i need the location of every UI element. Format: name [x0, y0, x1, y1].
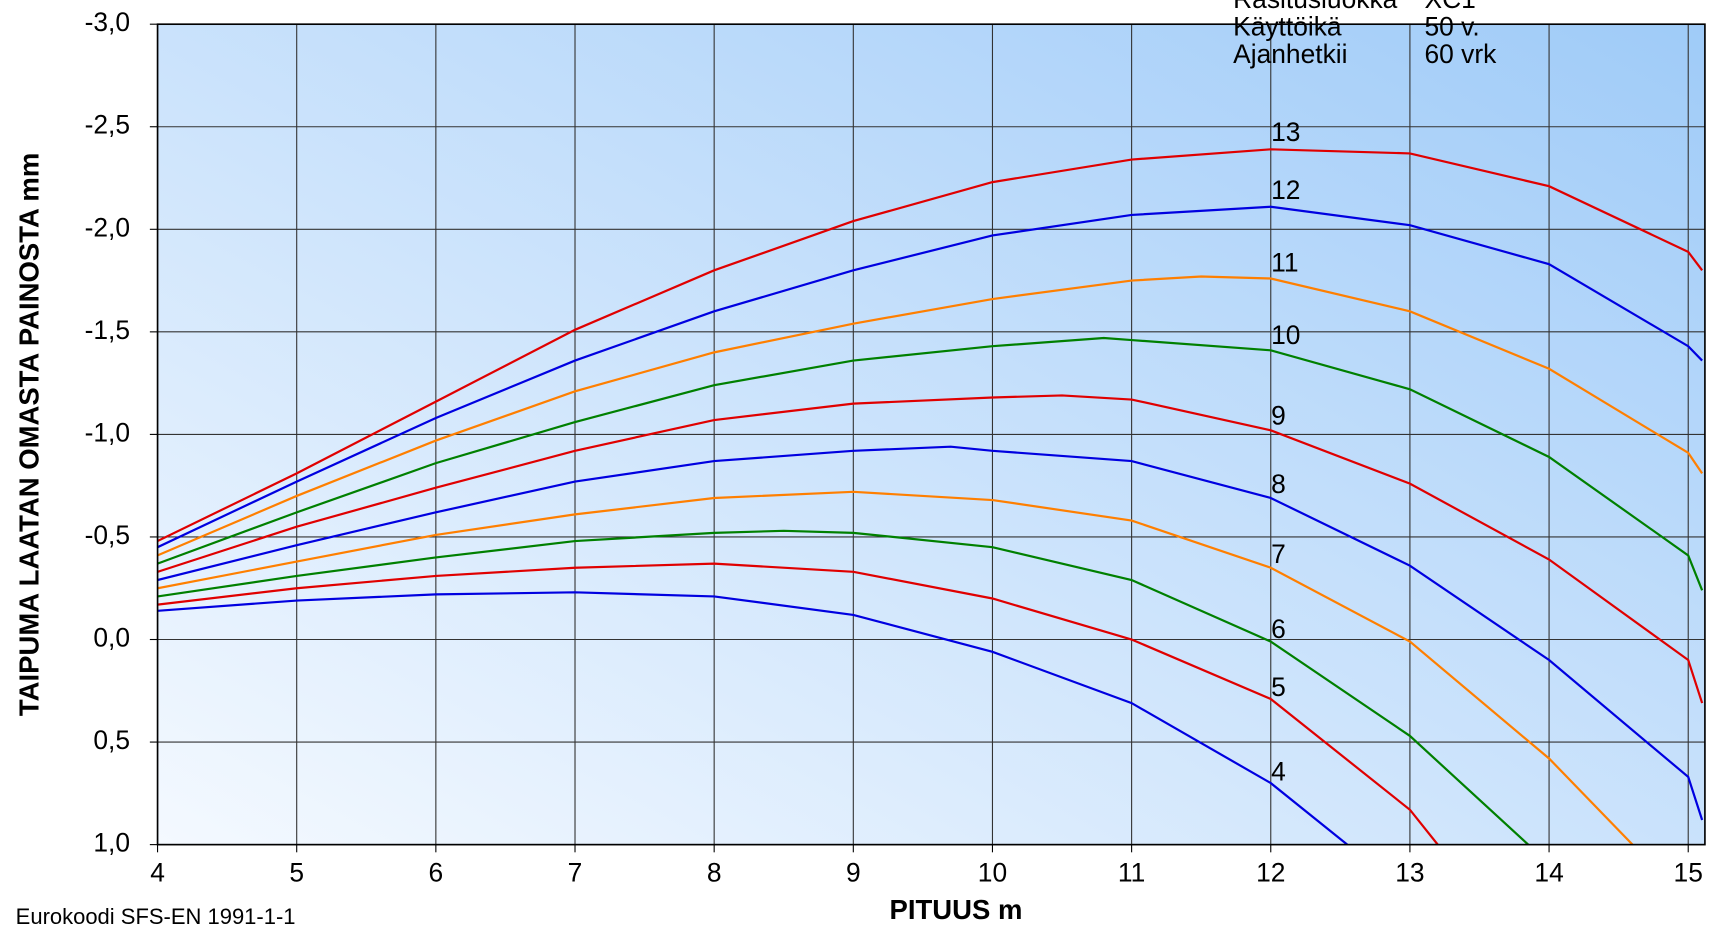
series-line	[157, 394, 1704, 704]
series-line	[157, 205, 1703, 549]
y-tick-label: -2,0	[85, 212, 130, 242]
x-tick-label: 12	[1256, 857, 1285, 887]
info-label: Rasitusluokka	[1233, 0, 1398, 14]
y-tick-label: -0,5	[85, 520, 130, 550]
curve-label: 13	[1271, 117, 1300, 147]
y-tick-label: 0,0	[93, 622, 130, 652]
y-tick-label: 0,5	[93, 725, 130, 755]
info-block: Rasitusluokka XC1 Käyttöikä 50 v. Ajanhetkii…	[1233, 0, 1497, 69]
x-tick-label: 13	[1395, 857, 1424, 887]
curve-label: 9	[1271, 401, 1286, 431]
series-line	[157, 336, 1704, 591]
x-tick-label: 9	[846, 857, 861, 887]
curve-label: 11	[1271, 248, 1298, 278]
series-line	[157, 148, 1704, 543]
info-label: Käyttöikä	[1233, 12, 1342, 42]
info-value: XC1	[1424, 0, 1475, 14]
lines	[157, 148, 1704, 845]
x-tick-label: 5	[289, 857, 304, 887]
x-tick-label: 4	[150, 857, 165, 887]
series-line	[157, 445, 1704, 821]
x-tick-label: 10	[978, 857, 1007, 887]
x-tick-label: 14	[1534, 857, 1563, 887]
curve-label: 8	[1271, 469, 1286, 499]
series-line	[157, 591, 1348, 845]
curve-label: 4	[1271, 756, 1286, 786]
curve-label: 6	[1271, 614, 1286, 644]
y-tick-label: -3,0	[85, 7, 130, 37]
x-tick-label: 11	[1118, 857, 1145, 887]
footnote: Eurokoodi SFS-EN 1991-1-1	[16, 904, 296, 926]
series-line	[157, 529, 1529, 845]
x-axis-label: PITUUS m	[890, 894, 1023, 925]
y-tick-label: 1,0	[93, 828, 130, 858]
series-line	[157, 275, 1704, 557]
curve-label: 10	[1271, 320, 1300, 350]
y-tick-label: -1,5	[85, 315, 130, 345]
curve-label: 5	[1271, 672, 1286, 702]
series-line	[157, 562, 1439, 845]
y-tick-label: -2,5	[85, 110, 130, 140]
curve-label: 12	[1271, 175, 1300, 205]
x-tick-label: 6	[429, 857, 444, 887]
info-value: 50 v.	[1424, 12, 1479, 42]
series-line	[157, 490, 1634, 845]
x-tick-label: 7	[568, 857, 583, 887]
x-tick-label: 15	[1674, 857, 1703, 887]
info-label: Ajanhetkii	[1233, 39, 1347, 69]
curve-label: 7	[1271, 539, 1286, 569]
info-value: 60 vrk	[1424, 39, 1497, 69]
x-tick-label: 8	[707, 857, 722, 887]
y-tick-label: -1,0	[85, 417, 130, 447]
y-axis-label: TAIPUMA LAATAN OMASTA PAINOSTA mm	[13, 153, 44, 716]
